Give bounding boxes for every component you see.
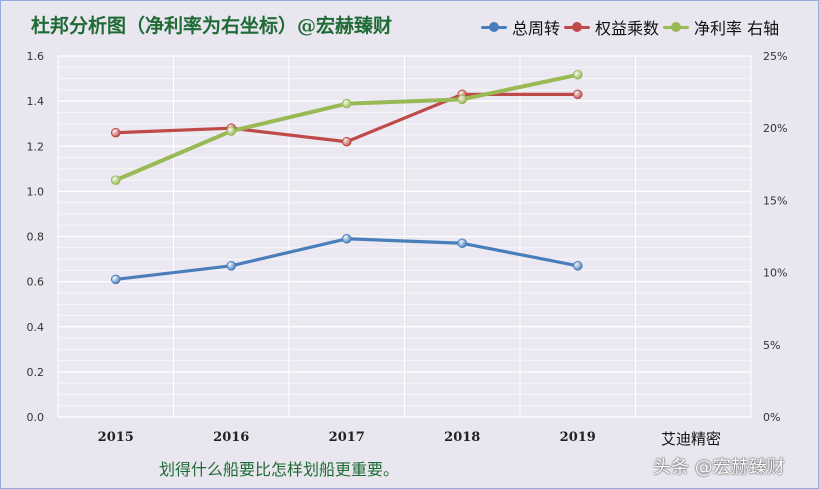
data-point-2-2 xyxy=(341,98,352,109)
y-right-tick-label: 5% xyxy=(763,339,780,352)
data-point-1-4 xyxy=(572,89,583,100)
y-right-tick-label: 20% xyxy=(763,122,787,135)
legend-label-net-margin: 净利率 右轴 xyxy=(694,19,780,38)
data-point-0-3 xyxy=(457,238,468,249)
data-point-0-4 xyxy=(572,261,583,271)
x-tick-label: 2016 xyxy=(213,430,249,445)
y-right-tick-label: 25% xyxy=(763,50,787,63)
x-tick-label: 2015 xyxy=(98,430,134,445)
data-point-2-4 xyxy=(572,69,583,80)
x-tick-label: 2018 xyxy=(444,430,480,445)
y-left-tick-label: 0.2 xyxy=(27,366,45,379)
data-point-0-1 xyxy=(226,261,237,271)
data-point-1-0 xyxy=(110,127,121,138)
data-point-1-2 xyxy=(341,136,352,147)
data-point-0-0 xyxy=(110,274,121,285)
data-point-2-1 xyxy=(226,126,237,136)
legend: 总周转 权益乘数 净利率 右轴 xyxy=(479,15,781,39)
legend-swatch-total-turnover xyxy=(479,20,509,34)
legend-item-equity-multiplier: 权益乘数 xyxy=(562,15,659,39)
legend-label-equity-multiplier: 权益乘数 xyxy=(595,19,660,38)
y-left-tick-label: 0.0 xyxy=(27,411,45,424)
y-right-tick-label: 15% xyxy=(763,194,787,207)
y-left-tick-label: 0.6 xyxy=(27,276,45,289)
legend-item-net-margin: 净利率 右轴 xyxy=(661,15,779,39)
legend-item-total-turnover: 总周转 xyxy=(479,15,560,39)
y-right-tick-label: 0% xyxy=(763,411,780,424)
y-left-tick-label: 1.6 xyxy=(27,50,45,63)
y-right-tick-label: 10% xyxy=(763,267,787,280)
y-left-tick-label: 1.4 xyxy=(27,95,45,108)
company-label: 艾迪精密 xyxy=(661,430,722,448)
footer-text: 划得什么船要比怎样划船更重要。 xyxy=(159,460,400,479)
y-left-tick-label: 0.8 xyxy=(27,231,45,244)
x-tick-label: 2019 xyxy=(560,430,596,445)
legend-swatch-net-margin xyxy=(661,20,691,34)
watermark: 头条 @宏赫臻财 xyxy=(653,457,785,478)
y-left-tick-label: 1.0 xyxy=(27,185,45,198)
legend-swatch-equity-multiplier xyxy=(562,20,592,34)
x-tick-label: 2017 xyxy=(329,430,365,445)
data-point-2-0 xyxy=(110,175,121,185)
chart-title: 杜邦分析图（净利率为右坐标）@宏赫臻财 xyxy=(31,15,393,37)
y-left-tick-label: 1.2 xyxy=(27,140,45,153)
y-left-tick-label: 0.4 xyxy=(27,321,45,334)
data-point-2-3 xyxy=(457,94,468,105)
data-point-0-2 xyxy=(341,233,352,244)
legend-label-total-turnover: 总周转 xyxy=(512,19,561,38)
